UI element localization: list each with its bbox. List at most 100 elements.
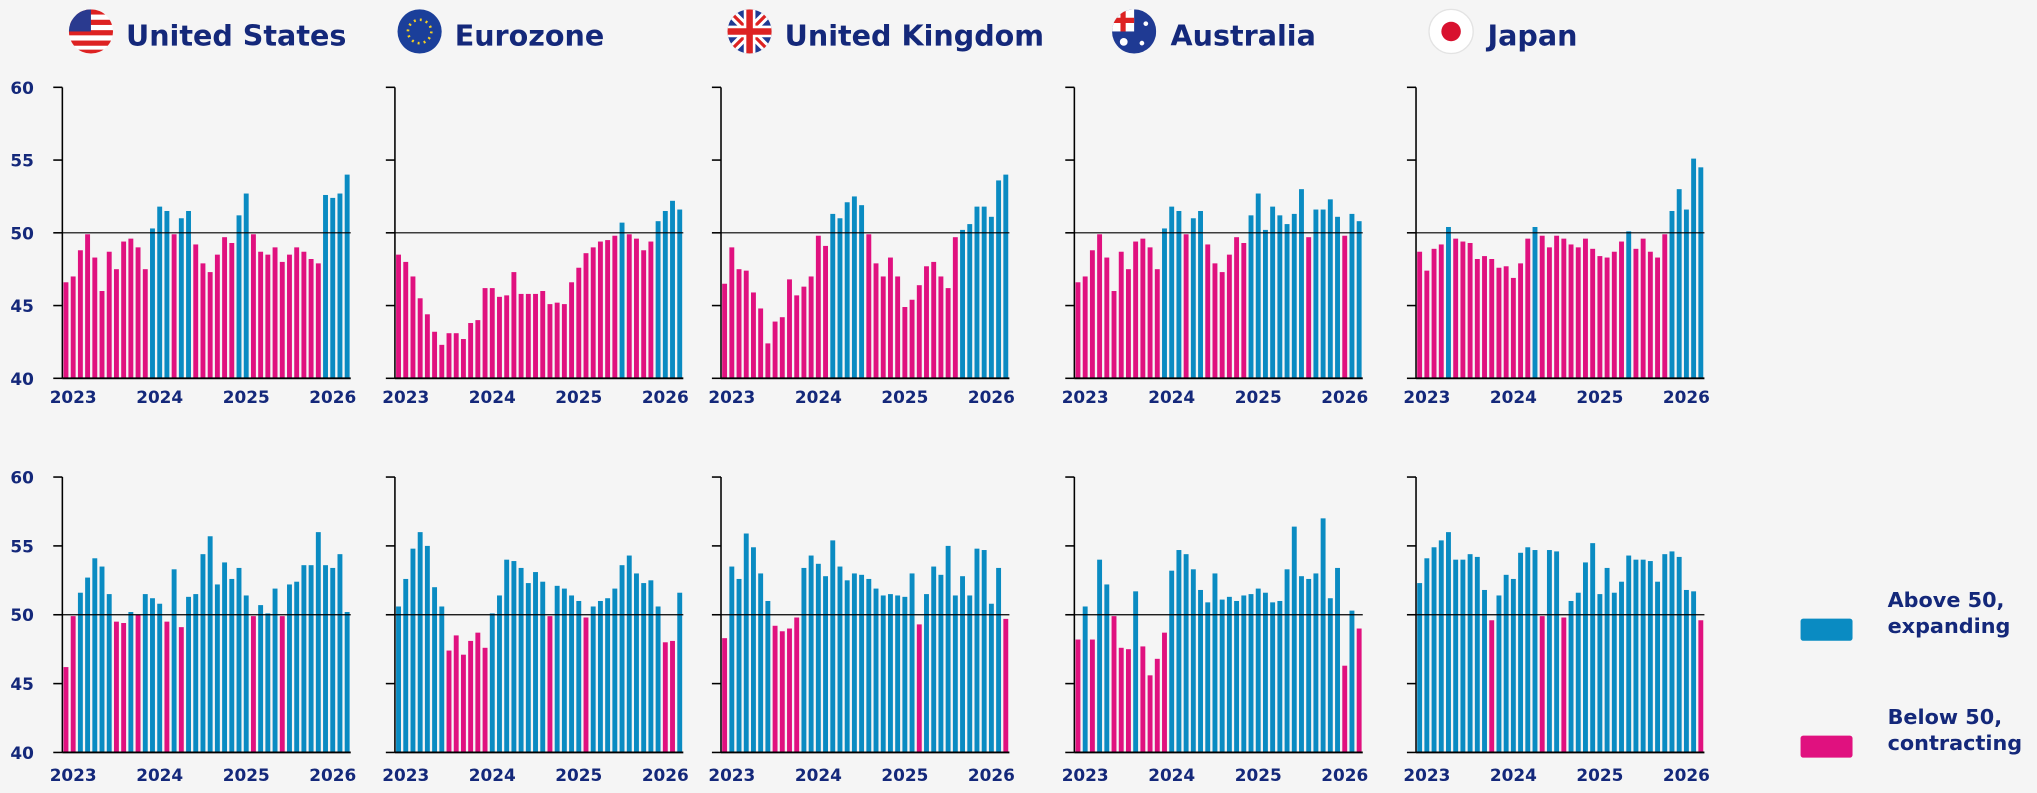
bar <box>844 202 850 379</box>
x-tick-label: 2026 <box>1663 387 1710 407</box>
bar <box>1532 226 1538 379</box>
y-tick-label: 45 <box>10 674 33 694</box>
bar <box>207 536 213 753</box>
bar <box>1583 562 1588 753</box>
x-tick-label: 2024 <box>1490 387 1537 407</box>
bar <box>1162 228 1167 379</box>
bar <box>279 261 285 379</box>
y-tick-label: 40 <box>10 369 33 389</box>
bar <box>1219 272 1225 379</box>
bar <box>301 565 307 753</box>
bar <box>1205 244 1211 379</box>
bar <box>1212 263 1218 379</box>
bar <box>1525 238 1531 379</box>
bar <box>1546 247 1552 379</box>
bar <box>938 276 944 379</box>
bar <box>1327 199 1333 379</box>
bar <box>294 581 300 753</box>
bar <box>460 339 466 379</box>
bar <box>736 269 742 379</box>
bar <box>403 261 409 379</box>
bar <box>996 180 1002 379</box>
bar <box>453 333 459 379</box>
y-tick-label: 55 <box>10 536 33 556</box>
bar <box>99 566 105 753</box>
x-tick-label: 2026 <box>968 387 1015 407</box>
bar <box>489 613 495 753</box>
bar <box>808 555 814 753</box>
bar <box>258 251 264 379</box>
bar <box>873 263 879 379</box>
bar <box>1075 282 1081 379</box>
bar <box>634 238 639 379</box>
bar <box>1417 251 1423 379</box>
x-tick-label: 2024 <box>795 387 842 407</box>
bar <box>1291 213 1297 379</box>
bar <box>1089 639 1095 753</box>
bar <box>229 242 235 379</box>
x-tick-label: 2025 <box>1235 765 1282 785</box>
y-tick-label: 60 <box>10 78 33 98</box>
bar <box>186 210 191 379</box>
bar <box>439 606 445 753</box>
bar <box>787 628 792 753</box>
bar <box>583 253 589 379</box>
bar <box>729 566 735 753</box>
bar <box>1082 606 1088 753</box>
bar <box>1489 259 1495 379</box>
y-tick-label: 50 <box>10 223 33 243</box>
bar <box>612 235 618 379</box>
bar <box>605 598 611 753</box>
x-tick-label: 2024 <box>1148 765 1195 785</box>
bar <box>85 234 91 379</box>
x-tick-label: 2023 <box>708 387 755 407</box>
bar <box>1597 594 1603 753</box>
bar <box>851 196 857 379</box>
bar <box>1313 573 1319 753</box>
bar <box>1453 559 1459 753</box>
bar <box>1111 616 1117 753</box>
bar <box>1546 550 1552 753</box>
bar <box>743 533 749 753</box>
bar <box>626 555 632 753</box>
bar <box>736 578 742 753</box>
bar <box>1262 592 1268 753</box>
bar <box>619 222 625 379</box>
bar <box>1554 235 1560 379</box>
bar <box>323 565 328 753</box>
bar <box>229 578 235 753</box>
bar <box>1583 238 1588 379</box>
bar <box>468 323 474 379</box>
bar <box>779 317 785 379</box>
bar <box>815 563 821 753</box>
bar <box>758 308 764 379</box>
bar <box>214 584 220 753</box>
bar <box>135 247 141 379</box>
bar <box>1133 591 1139 753</box>
bar <box>1241 595 1247 753</box>
bar <box>974 206 980 379</box>
bar <box>1154 269 1160 379</box>
x-tick-label: 2025 <box>881 387 928 407</box>
bar <box>960 576 965 753</box>
bar <box>1626 555 1632 753</box>
bar <box>772 625 778 753</box>
bar <box>1111 291 1117 379</box>
bar <box>1176 210 1182 379</box>
bar <box>1460 241 1466 379</box>
chart-title: United States <box>126 19 346 53</box>
bar <box>1698 620 1704 753</box>
x-tick-label: 2024 <box>1148 387 1195 407</box>
bar <box>410 548 416 753</box>
bar <box>468 640 474 753</box>
bar <box>294 247 300 379</box>
bar <box>1147 675 1153 753</box>
bar <box>1611 592 1617 753</box>
bar <box>432 331 438 379</box>
bar <box>561 588 567 753</box>
bar <box>396 254 401 379</box>
bar <box>655 221 661 379</box>
bar <box>605 240 611 379</box>
bar <box>1335 567 1340 753</box>
bar <box>1438 540 1444 753</box>
